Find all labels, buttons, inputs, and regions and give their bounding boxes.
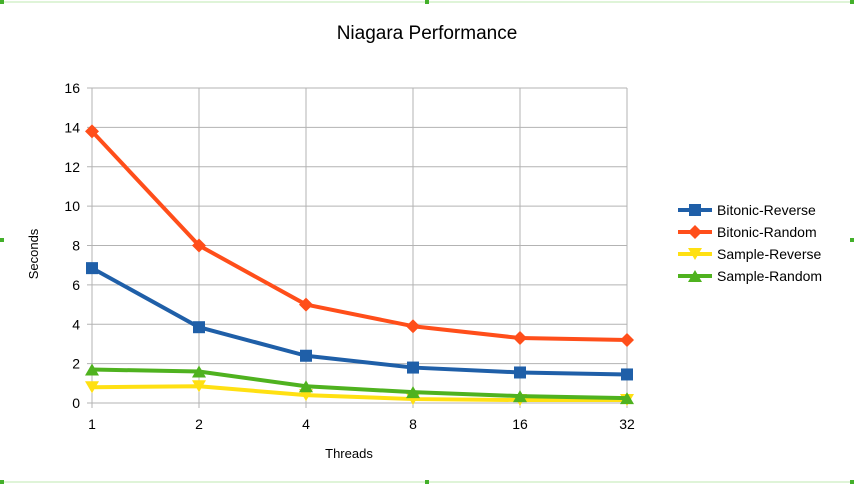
chart-title: Niagara Performance <box>337 23 518 44</box>
grid-lines <box>91 87 628 404</box>
series-line <box>91 384 627 403</box>
legend-item: Bitonic-Random <box>678 224 817 240</box>
resize-handle-middle-left[interactable] <box>0 238 4 242</box>
resize-handle-middle-right[interactable] <box>850 238 854 242</box>
legend: Bitonic-Reverse Bitonic-Random Sample-Reve… <box>678 202 822 284</box>
data-point-2 <box>192 380 206 393</box>
x-tick-label: 4 <box>302 416 310 432</box>
series-line <box>91 367 628 401</box>
series-lines <box>85 124 634 407</box>
legend-item: Bitonic-Reverse <box>678 202 816 218</box>
y-tick-label: 0 <box>72 395 80 411</box>
legend-item: Sample-Reverse <box>678 246 821 262</box>
y-tick-label: 6 <box>72 277 80 293</box>
data-point-4 <box>300 349 312 362</box>
data-point-1 <box>85 124 99 139</box>
data-point-8 <box>406 386 420 399</box>
legend-label: Bitonic-Random <box>717 224 817 240</box>
data-point-2 <box>192 238 206 253</box>
data-point-2 <box>192 365 206 378</box>
legend-label: Sample-Reverse <box>717 246 821 262</box>
y-tick-label: 14 <box>64 119 80 135</box>
resize-handle-top-left[interactable] <box>0 0 4 4</box>
x-tick-label: 32 <box>619 416 635 432</box>
data-point-16 <box>513 390 527 403</box>
resize-handle-bottom-left[interactable] <box>0 480 4 484</box>
series-sample-reverse <box>85 380 634 407</box>
data-point-1 <box>86 262 98 275</box>
y-tick-label: 12 <box>64 159 80 175</box>
resize-handle-bottom-right[interactable] <box>850 480 854 484</box>
series-bitonic-random <box>85 124 634 347</box>
series-sample-random <box>85 363 634 405</box>
x-tick-label: 1 <box>88 416 96 432</box>
y-axis-label: Seconds <box>26 228 41 279</box>
y-tick-label: 8 <box>72 238 80 254</box>
data-point-16 <box>513 331 527 346</box>
legend-swatch-marker <box>688 248 702 260</box>
data-point-4 <box>299 380 313 393</box>
x-tick-label: 8 <box>409 416 417 432</box>
data-point-1 <box>85 381 99 394</box>
x-tick-label: 16 <box>512 416 528 432</box>
series-line <box>90 129 628 342</box>
x-axis-label: Threads <box>325 446 373 461</box>
data-point-32 <box>621 368 633 381</box>
series-bitonic-reverse <box>86 262 633 381</box>
legend-label: Sample-Random <box>717 268 822 284</box>
y-tick-label: 4 <box>72 316 80 332</box>
data-point-8 <box>406 319 420 334</box>
legend-swatch-marker <box>688 270 702 282</box>
data-point-32 <box>620 333 634 347</box>
resize-handle-top-right[interactable] <box>850 0 854 4</box>
legend-swatch-marker <box>688 225 702 239</box>
y-tick-label: 16 <box>64 80 80 96</box>
y-tick-label: 10 <box>64 198 80 214</box>
resize-handle-bottom-center[interactable] <box>425 480 429 484</box>
data-point-32 <box>620 392 634 405</box>
legend-swatch-marker <box>689 204 701 216</box>
y-tick-label: 2 <box>72 356 80 372</box>
data-point-16 <box>514 366 526 379</box>
legend-label: Bitonic-Reverse <box>717 202 816 218</box>
resize-handle-top-center[interactable] <box>425 0 429 4</box>
x-tick-label: 2 <box>195 416 203 432</box>
legend-item: Sample-Random <box>678 268 822 284</box>
data-point-4 <box>299 297 313 312</box>
series-line <box>91 266 628 377</box>
data-point-8 <box>407 361 419 374</box>
data-point-1 <box>85 363 99 376</box>
data-point-2 <box>193 321 205 334</box>
